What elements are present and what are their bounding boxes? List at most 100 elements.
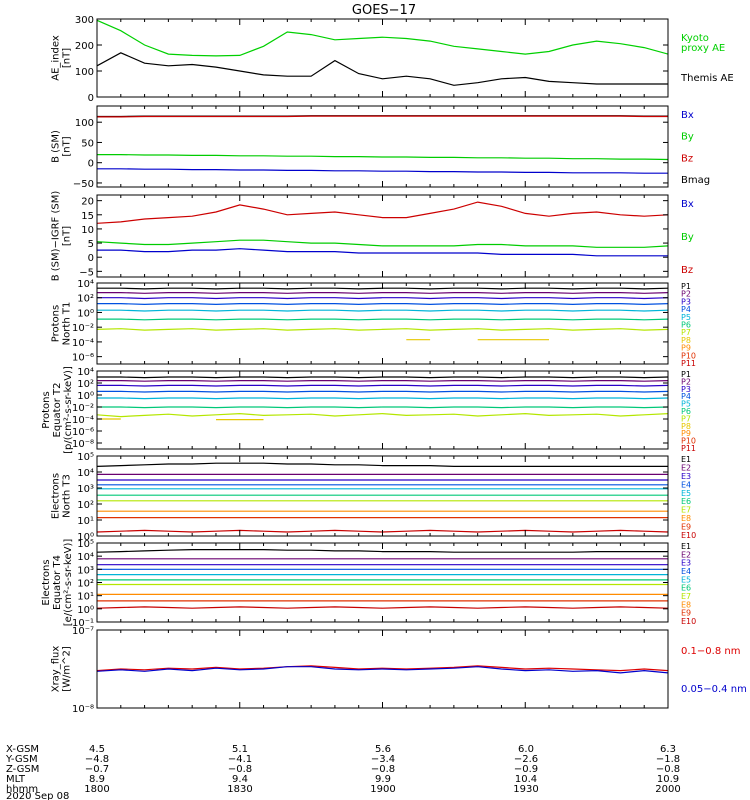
y-tick-label: 10⁻⁸ <box>72 439 94 450</box>
y-tick-label: 10⁰ <box>77 532 94 543</box>
y-tick-label: 10¹ <box>77 592 94 603</box>
bottom-axis-value: −0.8 <box>228 764 252 775</box>
panel-frame <box>96 282 669 365</box>
panel-bsm: −50 0 50 100 B (SM) [nT] Bx By Bz Bmag <box>51 105 710 190</box>
y-tick-label: 10⁴ <box>77 468 94 479</box>
panel-frame <box>96 455 669 537</box>
y-tick-label: 10⁰ <box>77 391 94 402</box>
panel-ylabel: [nT] <box>62 226 73 246</box>
date-label: 2020 Sep 08 <box>6 791 69 800</box>
legend-label: E3 <box>681 559 691 568</box>
y-tick-label: 10⁵ <box>77 452 94 463</box>
panel-frame <box>96 542 669 623</box>
panel-ylabel: [e/(cm²-s-sr-keV)] <box>63 539 74 627</box>
legend-label: P2 <box>681 290 691 299</box>
series-line-pe-p3 <box>97 384 668 387</box>
bottom-axis-value: 10.4 <box>515 774 537 785</box>
bottom-axis-value: −0.9 <box>514 764 538 775</box>
panel-xray: 10⁻⁸ 10⁻⁷ Xray_flux [W/m^2] 0.1−0.8 nm 0.05−0… <box>51 626 747 715</box>
y-tick-label: 10⁵ <box>77 539 94 550</box>
legend-label: P7 <box>681 328 691 337</box>
series-line-en-e1 <box>97 462 668 467</box>
legend-label: E6 <box>681 584 691 593</box>
bottom-axis-value: 5.6 <box>375 744 391 755</box>
y-tick-label: −50 <box>73 179 94 190</box>
legend-label: P1 <box>681 370 691 379</box>
legend-label: Kyoto <box>681 33 709 44</box>
chart-title: GOES−17 <box>352 3 416 18</box>
bottom-axis-value: 6.0 <box>518 744 534 755</box>
legend-label: Bx <box>681 199 694 210</box>
bottom-axis-value: 1900 <box>370 784 395 795</box>
y-tick-label: 0 <box>88 253 94 264</box>
legend-label: By <box>681 132 694 143</box>
y-tick-label: 10⁴ <box>77 279 94 290</box>
series-line-pn-p4 <box>97 303 668 306</box>
bottom-axis-value: −3.4 <box>371 754 395 765</box>
y-tick-label: 10² <box>77 579 94 590</box>
y-tick-label: −5 <box>79 267 94 278</box>
bottom-axis-value: 9.9 <box>375 774 391 785</box>
series-line-bsm-by <box>97 154 668 161</box>
panel-ylabel: North T3 <box>62 474 73 518</box>
series-line-pn-p2 <box>97 292 668 294</box>
y-tick-label: 10⁰ <box>77 605 94 616</box>
panel-ylabel: [W/m^2] <box>62 646 73 692</box>
legend-label: E1 <box>681 455 691 464</box>
panel-ylabel: [p/(cm²-s-sr-keV)] <box>63 366 74 454</box>
legend-label: E8 <box>681 600 691 609</box>
legend-label: P5 <box>681 313 691 322</box>
legend-label: Bx <box>681 110 694 121</box>
panel-ylabel: [nT] <box>62 48 73 68</box>
series-line-pe-p8 <box>97 418 264 421</box>
bottom-row-label: X-GSM <box>6 744 39 755</box>
legend-label: Bz <box>681 265 693 276</box>
bottom-axis-value: −0.8 <box>371 764 395 775</box>
series-line-bsm-bz <box>97 115 668 118</box>
y-tick-label: 10¹ <box>77 516 94 527</box>
y-tick-label: 200 <box>75 41 94 52</box>
bottom-axis-value: −1.8 <box>656 754 680 765</box>
panel-ylabel: Equator T4 <box>52 555 63 610</box>
legend-label: P11 <box>681 444 696 453</box>
series-line-pn-p5 <box>97 309 668 312</box>
legend-label: P7 <box>681 414 691 423</box>
series-line-bigrf-bx <box>97 248 668 257</box>
panel-frame <box>96 370 669 450</box>
bottom-axis-value: 1800 <box>84 784 109 795</box>
y-tick-label: 10⁴ <box>77 367 94 378</box>
y-tick-label: 10⁴ <box>77 552 94 563</box>
y-tick-label: 10⁻⁷ <box>72 626 94 637</box>
legend-label: E5 <box>681 489 691 498</box>
y-tick-label: 10⁻⁸ <box>72 704 94 715</box>
y-tick-label: 10³ <box>77 565 94 576</box>
legend-label: P11 <box>681 359 696 368</box>
legend-label: Themis AE <box>680 73 734 84</box>
series-line-pn-p3 <box>97 297 668 300</box>
legend-label: E8 <box>681 514 691 523</box>
y-tick-label: 0 <box>88 93 94 104</box>
panel-ylabel: B (SM) <box>51 130 62 163</box>
legend-label: P5 <box>681 400 691 409</box>
series-line-ae-themis-ae <box>97 52 668 86</box>
series-line-pn-p7 <box>97 328 668 331</box>
bottom-axis-value: −4.1 <box>228 754 252 765</box>
legend-label: E2 <box>681 550 691 559</box>
legend-label: E7 <box>681 506 691 515</box>
series-line-bigrf-by <box>97 239 668 248</box>
panel-ylabel: Protons <box>51 305 62 342</box>
y-tick-label: 10³ <box>77 484 94 495</box>
series-line-pn-p6 <box>97 318 668 321</box>
bottom-axis-value: 10.9 <box>657 774 679 785</box>
legend-label: P2 <box>681 377 691 386</box>
panel-ylabel: [nT] <box>62 136 73 156</box>
legend-label: E5 <box>681 575 691 584</box>
y-tick-label: 10⁰ <box>77 308 94 319</box>
bottom-axis-value: −0.8 <box>656 764 680 775</box>
bottom-axis-value: 1930 <box>513 784 538 795</box>
legend-label: P9 <box>681 429 691 438</box>
bottom-axis-value: −2.6 <box>514 754 538 765</box>
